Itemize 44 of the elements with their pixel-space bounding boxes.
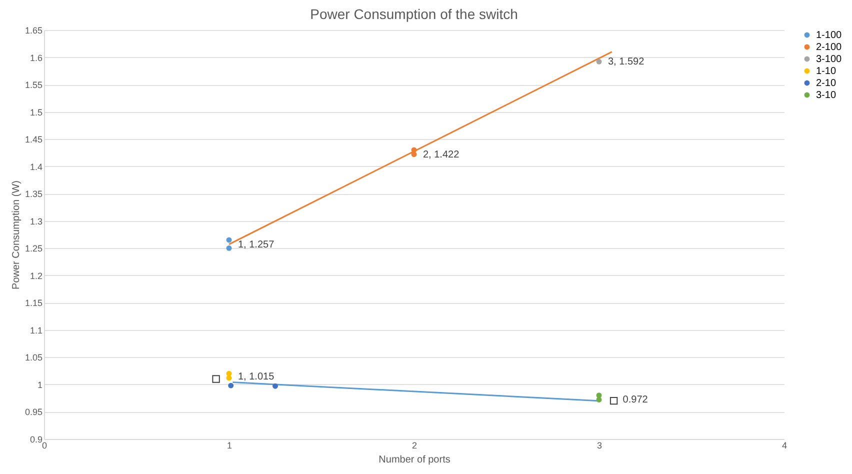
annotation: 2, 1.422	[423, 149, 460, 160]
y-tick-label: 1.4	[30, 162, 42, 172]
legend-label: 1-10	[816, 66, 836, 77]
y-tick-label: 1.55	[24, 80, 42, 90]
point	[226, 370, 232, 376]
y-tick-label: 1.25	[24, 244, 42, 254]
x-tick-label: 0	[42, 440, 48, 450]
y-tick-label: 1.6	[30, 52, 42, 63]
legend-label: 2-100	[816, 42, 842, 53]
point	[272, 383, 278, 389]
point	[596, 58, 602, 64]
y-tick-label: 1.1	[30, 325, 42, 336]
legend-label: 3-100	[816, 54, 842, 65]
annotation: 0.972	[622, 394, 648, 406]
y-tick-label: 1.45	[24, 134, 42, 145]
point	[411, 147, 417, 153]
legend-label: 2-10	[816, 78, 836, 89]
chart-title: Power Consumption of the switch	[310, 6, 518, 22]
y-tick-label: 1.5	[30, 107, 42, 118]
y-tick-label: 1.35	[24, 189, 42, 200]
y-tick-label: 1.65	[24, 26, 42, 36]
point	[226, 245, 232, 251]
x-tick-label: 1	[226, 440, 232, 450]
annotation: 1, 1.257	[238, 239, 275, 250]
y-tick-label: 1	[37, 380, 42, 390]
y-axis-title: Power Consumption (W)	[10, 180, 22, 290]
x-axis-title: Number of ports	[378, 454, 450, 466]
legend-label: 3-10	[816, 90, 836, 101]
annotation: 3, 1.592	[608, 56, 645, 68]
legend-label: 1-100	[816, 30, 842, 41]
y-tick-label: 1.05	[24, 352, 42, 363]
x-tick-label: 2	[412, 440, 418, 450]
y-tick-label: 1.2	[30, 270, 42, 281]
y-tick-label: 1.3	[30, 216, 42, 226]
x-tick-label: 4	[782, 440, 788, 450]
annotation: 1, 1.015	[238, 371, 275, 382]
point	[610, 396, 618, 405]
y-tick-label: 0.95	[24, 407, 42, 418]
y-tick-label: 1.15	[24, 298, 42, 308]
point	[228, 382, 234, 388]
point	[226, 237, 232, 243]
y-tick-label: 0.9	[30, 434, 42, 444]
x-tick-label: 3	[596, 440, 602, 450]
point	[212, 375, 220, 383]
